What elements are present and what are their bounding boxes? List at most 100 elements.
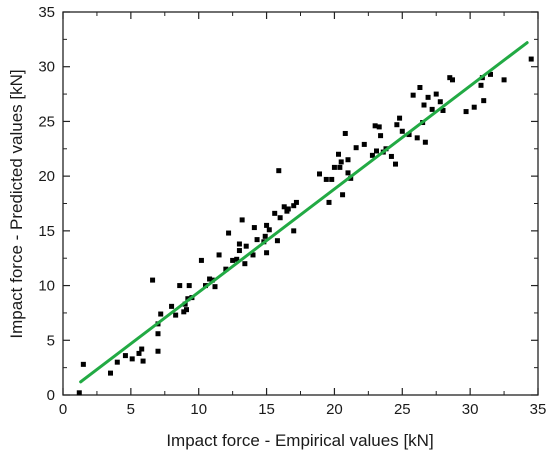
data-point (274, 238, 280, 244)
data-point (394, 122, 400, 128)
y-tick-label: 35 (38, 4, 55, 21)
data-point (421, 102, 427, 108)
y-tick-label: 15 (38, 223, 55, 240)
data-point (272, 210, 278, 216)
data-point (234, 256, 240, 262)
data-point (239, 217, 245, 223)
data-point (481, 98, 487, 104)
tick-labels: 0 5 10 15 20 25 30 35 0 5 10 15 20 25 30 35 (38, 4, 546, 418)
data-point (450, 77, 455, 83)
data-point (177, 283, 183, 289)
y-tick-label: 0 (47, 387, 55, 404)
x-tick-label: 10 (190, 401, 207, 418)
data-point (139, 346, 145, 352)
data-point (410, 92, 416, 98)
data-point (243, 243, 249, 249)
x-tick-label: 5 (127, 401, 135, 418)
y-axis-title: Impact force - Predicted values [kN] (7, 69, 26, 338)
y-tick-label: 30 (38, 59, 55, 76)
data-point (291, 203, 297, 209)
data-point (463, 109, 469, 115)
data-point (276, 168, 282, 174)
data-point (376, 124, 382, 130)
data-point (488, 71, 493, 77)
data-point (114, 359, 120, 365)
data-point (337, 164, 343, 170)
data-point (216, 252, 222, 258)
data-point (528, 56, 534, 62)
data-point (338, 159, 344, 165)
data-point (230, 257, 236, 263)
data-point (336, 151, 341, 157)
data-point (293, 199, 299, 205)
y-tick-label: 5 (47, 332, 55, 349)
data-point (158, 311, 164, 317)
data-point (250, 252, 256, 258)
data-point (207, 276, 213, 282)
data-point (140, 358, 146, 364)
data-point (184, 307, 189, 313)
data-point (198, 257, 204, 263)
data-point (433, 91, 439, 97)
data-point (406, 132, 412, 138)
data-point (429, 106, 435, 112)
plot-area (62, 11, 539, 396)
data-point (317, 171, 322, 177)
data-point (155, 331, 161, 337)
data-point (266, 227, 272, 233)
y-tick-label: 20 (38, 168, 55, 185)
data-point (262, 233, 268, 239)
data-point (251, 225, 257, 231)
axis-ticks (62, 11, 539, 396)
data-point (397, 115, 403, 121)
data-point (226, 230, 232, 236)
data-point (155, 348, 161, 354)
x-tick-label: 15 (258, 401, 275, 418)
data-point (447, 75, 453, 81)
data-point (388, 153, 394, 159)
data-point (422, 139, 428, 145)
data-point (223, 266, 229, 272)
data-point (173, 312, 179, 318)
data-point (331, 164, 337, 170)
data-point (129, 356, 135, 362)
y-tick-label: 10 (38, 278, 55, 295)
data-point (501, 77, 507, 83)
x-tick-label: 25 (394, 401, 411, 418)
data-point (80, 361, 86, 367)
y-tick-label: 25 (38, 113, 55, 130)
data-point (353, 145, 359, 151)
data-point (378, 133, 384, 139)
data-point (471, 104, 477, 110)
data-point (236, 248, 242, 254)
data-point (437, 99, 443, 105)
data-point (186, 283, 192, 289)
data-point (345, 157, 351, 163)
data-point (277, 215, 283, 221)
data-point (150, 277, 156, 283)
data-point (393, 161, 398, 167)
data-point (291, 228, 297, 234)
data-point (242, 261, 248, 267)
data-point (329, 176, 335, 182)
data-point (425, 94, 431, 100)
data-point (254, 237, 260, 243)
data-point (76, 390, 82, 396)
x-tick-label: 35 (530, 401, 547, 418)
data-point (414, 135, 420, 141)
data-point (440, 107, 446, 113)
data-point (181, 309, 187, 315)
data-point (342, 130, 348, 136)
data-point (372, 123, 378, 129)
data-point (374, 148, 379, 154)
data-point (285, 206, 291, 212)
data-point (264, 250, 270, 256)
data-point (122, 353, 128, 359)
data-point (108, 370, 113, 376)
data-point (340, 192, 346, 198)
x-tick-label: 20 (326, 401, 343, 418)
data-point (417, 85, 423, 91)
data-point (281, 204, 287, 210)
data-point (361, 141, 367, 147)
data-point (369, 152, 375, 158)
